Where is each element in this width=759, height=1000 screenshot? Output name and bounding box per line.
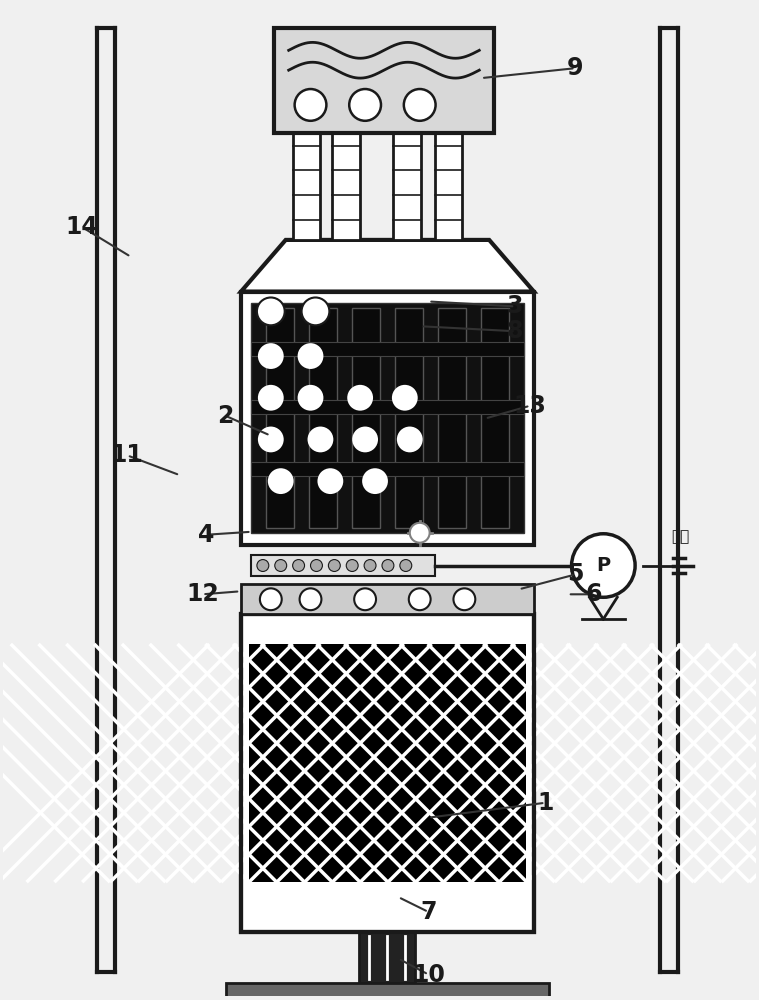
Text: 10: 10 bbox=[412, 963, 445, 987]
Bar bbox=[359, 932, 414, 983]
Bar bbox=[309, 308, 337, 528]
Circle shape bbox=[300, 588, 321, 610]
Text: 空气: 空气 bbox=[672, 529, 690, 544]
Bar bbox=[226, 983, 549, 1000]
Circle shape bbox=[257, 297, 285, 325]
Bar bbox=[274, 28, 494, 133]
Text: 7: 7 bbox=[420, 900, 436, 924]
Circle shape bbox=[260, 588, 282, 610]
Text: P: P bbox=[597, 556, 610, 575]
Circle shape bbox=[409, 588, 430, 610]
Bar bbox=[251, 303, 524, 533]
Bar bbox=[251, 462, 524, 476]
Bar bbox=[395, 308, 423, 528]
Circle shape bbox=[404, 89, 436, 121]
Circle shape bbox=[307, 427, 333, 452]
Bar bbox=[249, 644, 526, 882]
Text: 14: 14 bbox=[65, 215, 98, 239]
Text: 5: 5 bbox=[567, 562, 584, 586]
Circle shape bbox=[346, 560, 358, 571]
Circle shape bbox=[354, 588, 376, 610]
Circle shape bbox=[397, 427, 423, 452]
Text: 2: 2 bbox=[217, 404, 233, 428]
Circle shape bbox=[301, 297, 329, 325]
Circle shape bbox=[258, 343, 284, 369]
Circle shape bbox=[382, 560, 394, 571]
Circle shape bbox=[294, 89, 326, 121]
Bar bbox=[241, 584, 534, 614]
Bar bbox=[251, 400, 524, 414]
Bar bbox=[241, 614, 534, 932]
Text: 11: 11 bbox=[111, 443, 143, 467]
Bar bbox=[481, 308, 509, 528]
Bar bbox=[393, 125, 420, 240]
Circle shape bbox=[572, 534, 635, 597]
Bar bbox=[332, 125, 360, 240]
Circle shape bbox=[392, 385, 417, 411]
Bar bbox=[251, 555, 435, 576]
Polygon shape bbox=[241, 240, 534, 292]
Circle shape bbox=[410, 523, 430, 543]
Text: 3: 3 bbox=[507, 294, 524, 318]
Bar bbox=[266, 308, 294, 528]
Bar bbox=[438, 308, 466, 528]
Circle shape bbox=[400, 560, 412, 571]
Circle shape bbox=[453, 588, 475, 610]
Circle shape bbox=[352, 427, 378, 452]
Bar bbox=[241, 614, 534, 932]
Text: 1: 1 bbox=[537, 791, 553, 815]
Text: 4: 4 bbox=[198, 523, 214, 547]
Text: 9: 9 bbox=[567, 56, 584, 80]
Circle shape bbox=[257, 560, 269, 571]
Circle shape bbox=[329, 560, 340, 571]
Circle shape bbox=[347, 385, 373, 411]
Circle shape bbox=[298, 343, 323, 369]
Text: 13: 13 bbox=[514, 394, 546, 418]
Circle shape bbox=[258, 427, 284, 452]
Bar bbox=[435, 125, 462, 240]
Circle shape bbox=[364, 560, 376, 571]
Text: 6: 6 bbox=[586, 582, 603, 606]
Circle shape bbox=[258, 385, 284, 411]
Circle shape bbox=[268, 468, 294, 494]
Text: 8: 8 bbox=[507, 319, 524, 343]
Bar bbox=[352, 308, 380, 528]
Circle shape bbox=[310, 560, 323, 571]
Circle shape bbox=[298, 385, 323, 411]
Text: 12: 12 bbox=[186, 582, 219, 606]
Bar bbox=[293, 125, 320, 240]
Circle shape bbox=[293, 560, 304, 571]
Circle shape bbox=[275, 560, 287, 571]
Circle shape bbox=[317, 468, 343, 494]
Bar bbox=[251, 342, 524, 356]
Circle shape bbox=[349, 89, 381, 121]
Circle shape bbox=[362, 468, 388, 494]
Bar bbox=[241, 292, 534, 545]
